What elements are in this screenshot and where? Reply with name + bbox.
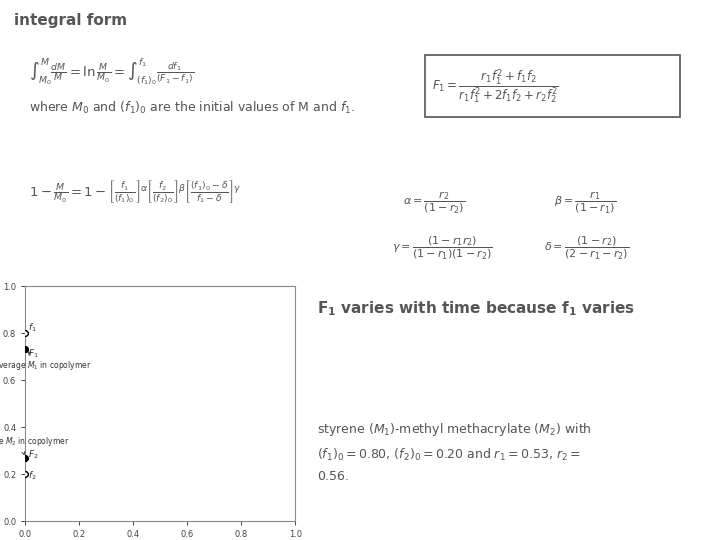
- Point: [19, 345, 31, 353]
- Point: [19, 470, 31, 478]
- Point: [19, 329, 31, 338]
- Point: [19, 345, 31, 353]
- Text: $f_2$: $f_2$: [28, 470, 37, 482]
- Point: [19, 454, 31, 463]
- Point: [19, 470, 31, 478]
- Point: [19, 454, 31, 463]
- Text: $\gamma = \dfrac{(1-r_1 r_2)}{(1-r_1)(1-r_2)}$: $\gamma = \dfrac{(1-r_1 r_2)}{(1-r_1)(1-…: [392, 235, 493, 262]
- Point: [19, 470, 31, 478]
- Text: $\alpha = \dfrac{r_2}{(1-r_2)}$: $\alpha = \dfrac{r_2}{(1-r_2)}$: [403, 189, 465, 215]
- Point: [19, 454, 31, 463]
- Point: [19, 329, 31, 338]
- Point: [19, 345, 31, 353]
- Text: $\int_{M_0}^{M} \frac{dM}{M} = \ln \frac{M}{M_0} = \int_{(f_1)_0}^{f_1} \frac{df: $\int_{M_0}^{M} \frac{dM}{M} = \ln \frac…: [29, 57, 194, 87]
- Point: [19, 470, 31, 478]
- Point: [19, 454, 31, 463]
- Point: [19, 345, 31, 353]
- Text: Average $M_2$ in copolymer: Average $M_2$ in copolymer: [0, 435, 70, 455]
- Point: [19, 329, 31, 338]
- Text: Average $M_1$ in copolymer: Average $M_1$ in copolymer: [0, 352, 91, 372]
- Point: [19, 454, 31, 463]
- Point: [19, 454, 31, 463]
- Point: [19, 345, 31, 353]
- Text: $F_1$: $F_1$: [28, 347, 39, 360]
- Point: [19, 345, 31, 353]
- Point: [19, 329, 31, 338]
- Point: [19, 345, 31, 353]
- Point: [19, 329, 31, 338]
- Text: integral form: integral form: [14, 14, 127, 29]
- Text: where $M_0$ and $(f_1)_0$ are the initial values of M and $f_1$.: where $M_0$ and $(f_1)_0$ are the initia…: [29, 100, 355, 116]
- Point: [19, 329, 31, 338]
- Point: [19, 470, 31, 478]
- Point: [19, 454, 31, 463]
- Point: [19, 470, 31, 478]
- Point: [19, 454, 31, 463]
- Point: [19, 470, 31, 478]
- Text: $F_2$: $F_2$: [28, 448, 38, 461]
- Point: [19, 454, 31, 463]
- Text: $1 - \frac{M}{M_0} = 1 - \left[\frac{f_1}{(f_1)_0}\right]^\alpha\left[\frac{f_2}: $1 - \frac{M}{M_0} = 1 - \left[\frac{f_1…: [29, 178, 241, 205]
- Point: [19, 329, 31, 338]
- Text: $\mathbf{F_1}$ varies with time because $\mathbf{f_1}$ varies: $\mathbf{F_1}$ varies with time because …: [317, 300, 635, 319]
- Point: [19, 470, 31, 478]
- Point: [19, 454, 31, 463]
- Bar: [425, 56, 680, 117]
- Text: $\beta = \dfrac{r_1}{(1-r_1)}$: $\beta = \dfrac{r_1}{(1-r_1)}$: [554, 189, 616, 215]
- Point: [19, 329, 31, 338]
- Point: [19, 470, 31, 478]
- Point: [19, 470, 31, 478]
- Point: [19, 345, 31, 353]
- Point: [19, 329, 31, 338]
- Point: [19, 329, 31, 338]
- Point: [19, 345, 31, 353]
- Point: [19, 329, 31, 338]
- Point: [19, 454, 31, 463]
- Point: [19, 345, 31, 353]
- Point: [19, 470, 31, 478]
- Text: $\delta = \dfrac{(1-r_2)}{(2-r_1-r_2)}$: $\delta = \dfrac{(1-r_2)}{(2-r_1-r_2)}$: [544, 235, 629, 262]
- Text: $f_1$: $f_1$: [28, 322, 37, 334]
- Text: $F_1 = \dfrac{r_1 f_1^2 + f_1 f_2}{r_1 f_1^2 + 2f_1 f_2 + r_2 f_2^2}$: $F_1 = \dfrac{r_1 f_1^2 + f_1 f_2}{r_1 f…: [432, 67, 559, 106]
- Text: styrene ($M_1$)-methyl methacrylate ($M_2$) with
$(f_1)_0 = 0.80$, $(f_2)_0 = 0.: styrene ($M_1$)-methyl methacrylate ($M_…: [317, 421, 592, 483]
- Point: [19, 345, 31, 353]
